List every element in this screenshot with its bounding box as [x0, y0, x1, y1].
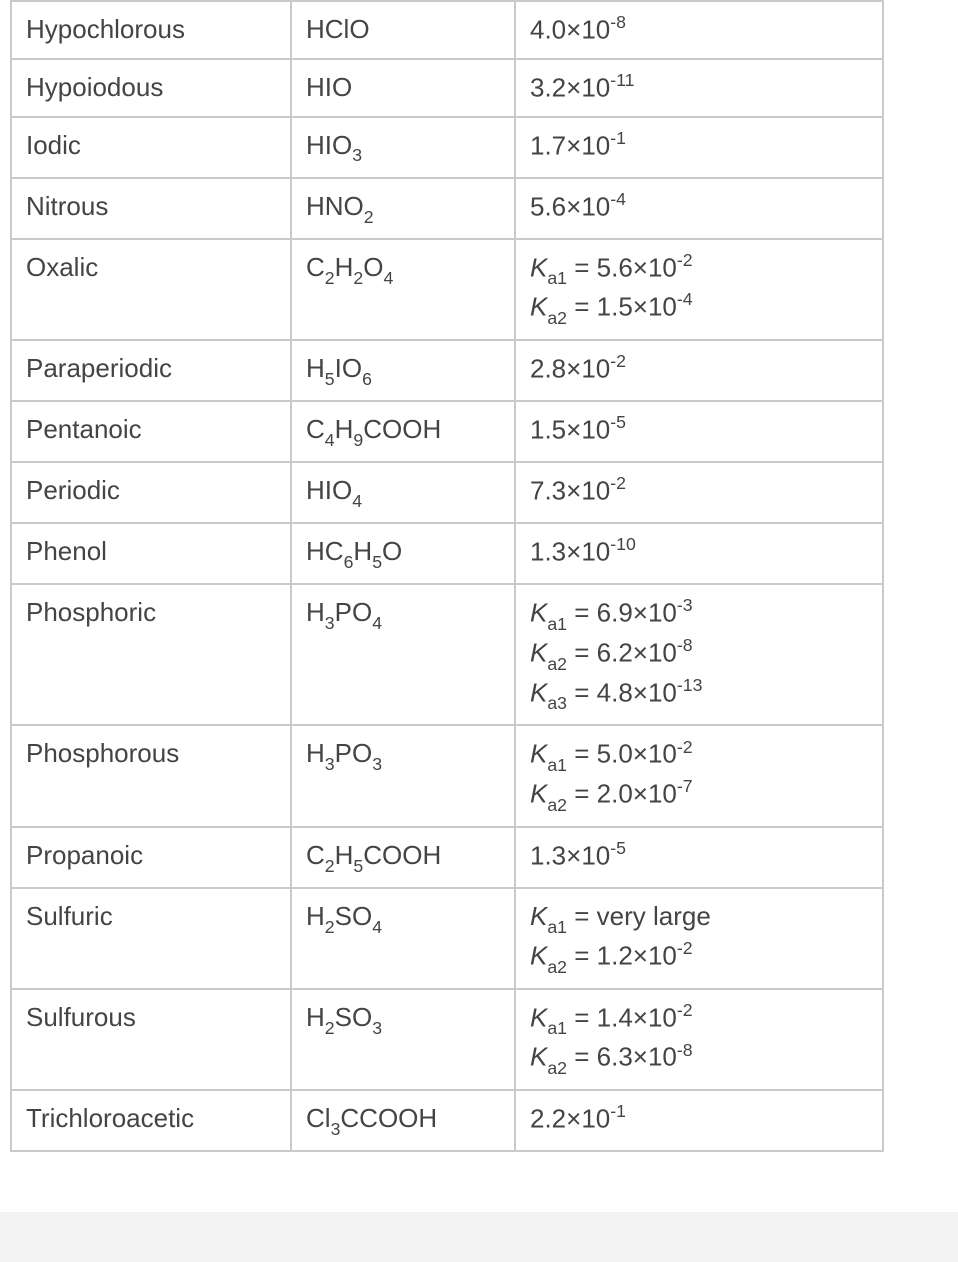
ka-value: Ka2 = 1.5×10-4 [530, 289, 870, 329]
formula-cell: Cl3CCOOH [291, 1090, 515, 1151]
acid-ka-table: HypochlorousHClO 4.0×10-8 HypoiodousHIO 3.2… [10, 0, 884, 1152]
formula-cell: H3PO4 [291, 584, 515, 725]
ka-cell: 1.3×10-10 [515, 523, 883, 584]
formula-cell: HIO [291, 59, 515, 117]
table-row: HypoiodousHIO 3.2×10-11 [11, 59, 883, 117]
formula-cell: HNO2 [291, 178, 515, 239]
acid-name-cell: Paraperiodic [11, 340, 291, 401]
formula-cell: H2SO3 [291, 989, 515, 1090]
ka-cell: Ka1 = 5.0×10-2Ka2 = 2.0×10-7 [515, 725, 883, 826]
table-row: PentanoicC4H9COOH 1.5×10-5 [11, 401, 883, 462]
acid-name-cell: Phenol [11, 523, 291, 584]
table-row: PhenolHC6H5O 1.3×10-10 [11, 523, 883, 584]
ka-value: 1.3×10-10 [530, 534, 870, 570]
ka-value: Ka3 = 4.8×10-13 [530, 675, 870, 715]
table-row: SulfuricH2SO4Ka1 = very largeKa2 = 1.2×1… [11, 888, 883, 989]
ka-cell: 7.3×10-2 [515, 462, 883, 523]
footer-band [0, 1212, 958, 1262]
table-row: NitrousHNO2 5.6×10-4 [11, 178, 883, 239]
table-row: ParaperiodicH5IO6 2.8×10-2 [11, 340, 883, 401]
ka-cell: 1.3×10-5 [515, 827, 883, 888]
table-body: HypochlorousHClO 4.0×10-8 HypoiodousHIO 3.2… [11, 1, 883, 1151]
table-row: SulfurousH2SO3Ka1 = 1.4×10-2Ka2 = 6.3×10… [11, 989, 883, 1090]
ka-value: Ka1 = 5.0×10-2 [530, 736, 870, 776]
acid-name-cell: Periodic [11, 462, 291, 523]
formula-cell: HClO [291, 1, 515, 59]
ka-value: Ka2 = 6.3×10-8 [530, 1039, 870, 1079]
table-row: PhosphoricH3PO4Ka1 = 6.9×10-3Ka2 = 6.2×1… [11, 584, 883, 725]
formula-cell: H2SO4 [291, 888, 515, 989]
formula-cell: HC6H5O [291, 523, 515, 584]
ka-value: 5.6×10-4 [530, 189, 870, 225]
ka-value: Ka2 = 1.2×10-2 [530, 938, 870, 978]
ka-value: Ka1 = very large [530, 899, 870, 938]
ka-value: Ka2 = 2.0×10-7 [530, 776, 870, 816]
ka-value: 1.3×10-5 [530, 838, 870, 874]
acid-name-cell: Sulfurous [11, 989, 291, 1090]
ka-cell: Ka1 = very largeKa2 = 1.2×10-2 [515, 888, 883, 989]
ka-cell: 1.7×10-1 [515, 117, 883, 178]
ka-cell: 5.6×10-4 [515, 178, 883, 239]
table-row: PeriodicHIO4 7.3×10-2 [11, 462, 883, 523]
acid-name-cell: Iodic [11, 117, 291, 178]
formula-cell: C4H9COOH [291, 401, 515, 462]
acid-name-cell: Trichloroacetic [11, 1090, 291, 1151]
formula-cell: HIO3 [291, 117, 515, 178]
acid-name-cell: Phosphorous [11, 725, 291, 826]
acid-name-cell: Hypochlorous [11, 1, 291, 59]
table-row: OxalicC2H2O4Ka1 = 5.6×10-2Ka2 = 1.5×10-4 [11, 239, 883, 340]
table-row: IodicHIO3 1.7×10-1 [11, 117, 883, 178]
ka-value: Ka1 = 5.6×10-2 [530, 250, 870, 290]
ka-cell: 2.2×10-1 [515, 1090, 883, 1151]
formula-cell: H3PO3 [291, 725, 515, 826]
ka-value: 4.0×10-8 [530, 12, 870, 48]
ka-value: Ka2 = 6.2×10-8 [530, 635, 870, 675]
ka-cell: 4.0×10-8 [515, 1, 883, 59]
formula-cell: H5IO6 [291, 340, 515, 401]
formula-cell: C2H5COOH [291, 827, 515, 888]
ka-cell: Ka1 = 5.6×10-2Ka2 = 1.5×10-4 [515, 239, 883, 340]
ka-value: 2.2×10-1 [530, 1101, 870, 1137]
ka-value: 1.5×10-5 [530, 412, 870, 448]
table-row: TrichloroaceticCl3CCOOH 2.2×10-1 [11, 1090, 883, 1151]
acid-name-cell: Hypoiodous [11, 59, 291, 117]
acid-name-cell: Pentanoic [11, 401, 291, 462]
acid-name-cell: Propanoic [11, 827, 291, 888]
ka-cell: Ka1 = 6.9×10-3Ka2 = 6.2×10-8Ka3 = 4.8×10… [515, 584, 883, 725]
table-row: PropanoicC2H5COOH 1.3×10-5 [11, 827, 883, 888]
table-row: HypochlorousHClO 4.0×10-8 [11, 1, 883, 59]
page-wrap: HypochlorousHClO 4.0×10-8 HypoiodousHIO 3.2… [0, 0, 958, 1212]
ka-value: Ka1 = 6.9×10-3 [530, 595, 870, 635]
formula-cell: C2H2O4 [291, 239, 515, 340]
ka-cell: 2.8×10-2 [515, 340, 883, 401]
ka-value: 1.7×10-1 [530, 128, 870, 164]
acid-name-cell: Sulfuric [11, 888, 291, 989]
table-row: PhosphorousH3PO3Ka1 = 5.0×10-2Ka2 = 2.0×… [11, 725, 883, 826]
acid-name-cell: Nitrous [11, 178, 291, 239]
ka-value: Ka1 = 1.4×10-2 [530, 1000, 870, 1040]
ka-value: 2.8×10-2 [530, 351, 870, 387]
acid-name-cell: Oxalic [11, 239, 291, 340]
ka-value: 3.2×10-11 [530, 70, 870, 106]
ka-cell: Ka1 = 1.4×10-2Ka2 = 6.3×10-8 [515, 989, 883, 1090]
acid-name-cell: Phosphoric [11, 584, 291, 725]
ka-value: 7.3×10-2 [530, 473, 870, 509]
formula-cell: HIO4 [291, 462, 515, 523]
ka-cell: 3.2×10-11 [515, 59, 883, 117]
ka-cell: 1.5×10-5 [515, 401, 883, 462]
